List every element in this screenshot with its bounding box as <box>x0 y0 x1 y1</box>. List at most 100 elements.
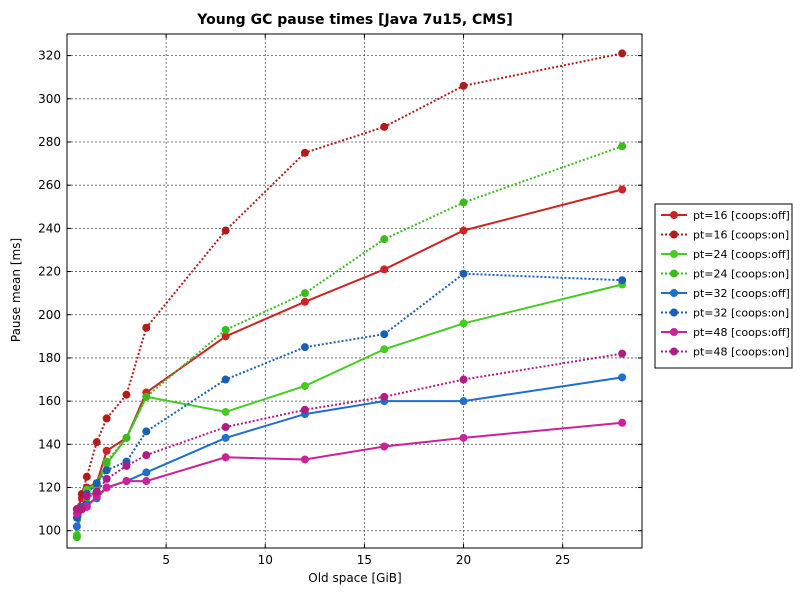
data-point <box>102 466 111 475</box>
data-point <box>459 375 468 384</box>
data-point <box>82 472 91 481</box>
data-point <box>300 148 309 157</box>
legend-label: pt=32 [coops:on] <box>693 307 789 320</box>
legend-label: pt=48 [coops:on] <box>693 346 789 359</box>
data-point <box>380 265 389 274</box>
data-point <box>142 451 151 460</box>
data-point <box>459 269 468 278</box>
data-point <box>221 325 230 334</box>
series-line <box>75 52 623 510</box>
y-tick-label: 200 <box>38 308 61 322</box>
legend-label: pt=24 [coops:off] <box>693 248 790 261</box>
legend-label: pt=24 [coops:on] <box>693 268 789 281</box>
data-point <box>618 276 627 285</box>
series-3 <box>72 280 627 540</box>
data-point <box>380 442 389 451</box>
data-point <box>142 477 151 486</box>
plot-area <box>72 49 627 542</box>
data-point <box>142 427 151 436</box>
legend-label: pt=16 [coops:on] <box>693 229 789 242</box>
legend-item: pt=32 [coops:off] <box>661 287 790 300</box>
legend-box <box>654 203 793 369</box>
data-point <box>221 433 230 442</box>
data-point <box>122 461 131 470</box>
legend-item: pt=16 [coops:on] <box>661 229 789 242</box>
y-tick-label: 300 <box>38 92 61 106</box>
x-tick-label: 15 <box>357 553 372 567</box>
legend-label: pt=32 [coops:off] <box>693 287 790 300</box>
data-point <box>102 483 111 492</box>
data-point <box>300 405 309 414</box>
y-tick-label: 260 <box>38 178 61 192</box>
legend-marker <box>670 347 678 356</box>
data-point <box>459 81 468 90</box>
data-point <box>221 332 230 341</box>
y-tick-label: 160 <box>38 394 61 408</box>
y-tick-label: 240 <box>38 221 61 235</box>
legend-item: pt=32 [coops:on] <box>661 307 789 320</box>
data-point <box>122 433 131 442</box>
data-point <box>92 487 101 496</box>
data-point <box>300 455 309 464</box>
data-point <box>618 349 627 358</box>
data-point <box>221 423 230 432</box>
grid <box>67 34 642 548</box>
data-point <box>102 474 111 483</box>
x-tick-label: 25 <box>555 553 570 567</box>
y-tick-label: 320 <box>38 49 61 63</box>
series-line <box>75 272 623 519</box>
data-point <box>102 446 111 455</box>
data-point <box>618 185 627 194</box>
legend-marker <box>670 211 678 219</box>
series-8 <box>72 349 627 514</box>
legend-item: pt=24 [coops:off] <box>661 248 790 261</box>
x-tick-label: 5 <box>162 553 170 567</box>
x-tick-label: 10 <box>258 553 273 567</box>
data-point <box>142 468 151 477</box>
data-point <box>380 330 389 339</box>
data-point <box>380 235 389 244</box>
y-axis-label: Pause mean [ms] <box>9 238 23 342</box>
data-point <box>221 407 230 416</box>
chart-title: Young GC pause times [Java 7u15, CMS] <box>196 12 512 28</box>
data-point <box>122 390 131 399</box>
legend-label: pt=16 [coops:off] <box>693 209 790 222</box>
data-point <box>618 49 627 58</box>
series-6 <box>72 269 627 522</box>
series-line <box>75 145 623 538</box>
legend-marker <box>670 289 678 297</box>
data-point <box>221 453 230 462</box>
data-point <box>459 433 468 442</box>
legend-item: pt=48 [coops:off] <box>661 326 790 339</box>
data-point <box>221 375 230 384</box>
data-point <box>92 479 101 488</box>
y-tick-label: 180 <box>38 351 61 365</box>
data-point <box>618 373 627 382</box>
data-point <box>72 533 81 542</box>
y-tick-label: 220 <box>38 265 61 279</box>
data-point <box>459 226 468 235</box>
series-4 <box>72 142 627 542</box>
data-point <box>380 392 389 401</box>
legend-marker <box>670 250 678 258</box>
data-point <box>380 345 389 354</box>
data-point <box>92 438 101 447</box>
data-point <box>618 418 627 427</box>
data-point <box>142 392 151 401</box>
legend-item: pt=16 [coops:off] <box>661 209 790 222</box>
y-tick-label: 140 <box>38 437 61 451</box>
data-point <box>300 382 309 391</box>
series-2 <box>72 49 627 514</box>
data-point <box>102 414 111 423</box>
legend: pt=16 [coops:off] pt=16 [coops:on] pt=24 [… <box>654 203 793 369</box>
data-point <box>380 122 389 131</box>
data-point <box>102 457 111 466</box>
legend-marker <box>670 308 678 317</box>
axis-ticks: 5 10 15 20 25 100 120 140 160 180 200 220 240 260 280 3… <box>38 34 642 567</box>
data-point <box>72 522 81 531</box>
legend-marker <box>670 269 678 278</box>
legend-marker <box>670 328 678 336</box>
data-point <box>82 492 91 501</box>
legend-marker <box>670 230 678 239</box>
